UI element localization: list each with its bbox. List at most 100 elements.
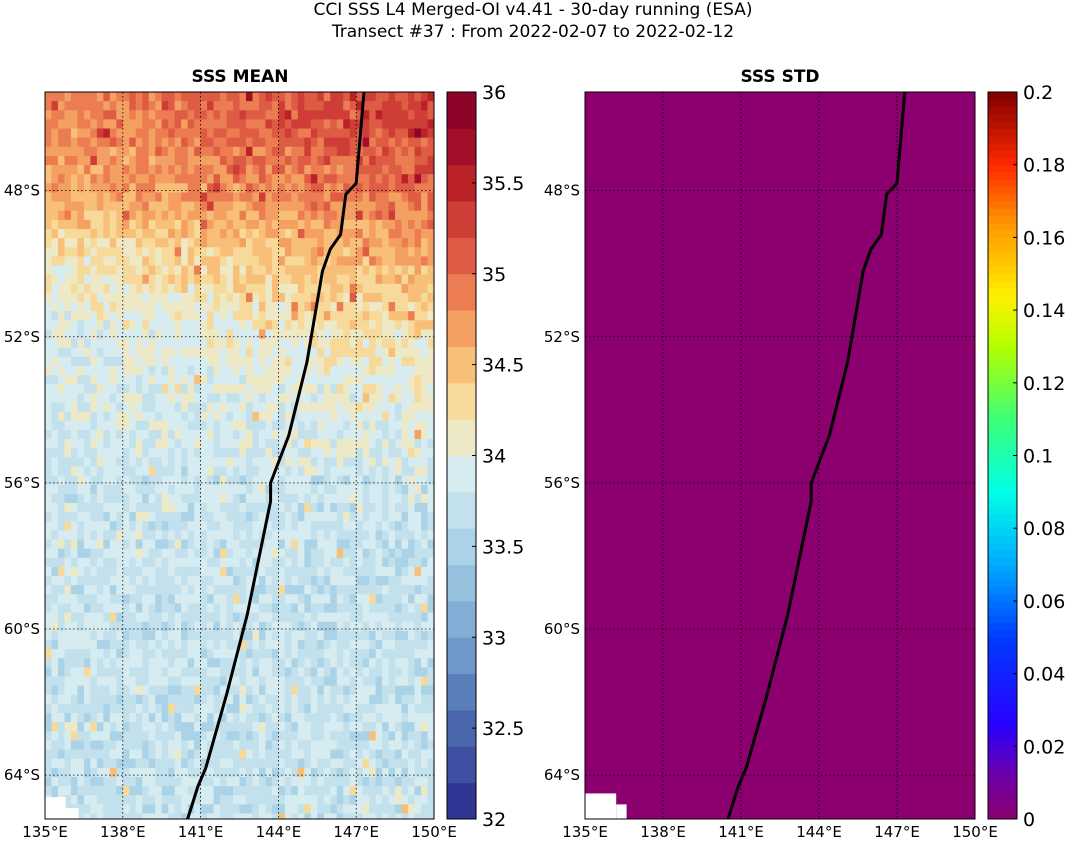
colorbar-segment — [447, 273, 476, 311]
colorbar-segment — [988, 484, 1017, 493]
y-tick-label: 48°S — [4, 182, 40, 200]
colorbar-tick-label: 0.04 — [1023, 664, 1065, 686]
colorbar-segment — [988, 244, 1017, 253]
y-tick-label: 56°S — [544, 474, 580, 492]
colorbar-segment — [988, 477, 1017, 486]
colorbar-segment — [988, 709, 1017, 718]
colorbar-segment — [988, 637, 1017, 646]
panel-title-sss-mean: SSS MEAN — [191, 67, 289, 87]
colorbar-segment — [988, 520, 1017, 529]
x-tick-label: 141°E — [718, 823, 764, 841]
x-tick-label: 138°E — [640, 823, 686, 841]
sss-mean-map: 135°E 138°E 141°E 144°E 147°E 150°E 48°S 52°S 56… — [4, 91, 457, 841]
colorbar-tick-label: 0.06 — [1023, 591, 1065, 613]
sss-std-colorbar: 0 0.02 0.04 0.06 0.08 0.1 0.12 0.14 0.16 0.18 0.2 — [987, 82, 1065, 831]
x-tick-label: 141°E — [178, 823, 224, 841]
colorbar-segment — [988, 179, 1017, 188]
colorbar-segment — [988, 746, 1017, 755]
colorbar-segment — [988, 390, 1017, 398]
x-tick-label: 135°E — [562, 823, 608, 841]
colorbar-segment — [988, 629, 1017, 638]
colorbar-segment — [447, 491, 476, 529]
colorbar-segment — [988, 782, 1017, 791]
y-tick-label: 48°S — [544, 182, 580, 200]
y-tick-label: 60°S — [4, 620, 40, 638]
colorbar-segment — [988, 695, 1017, 704]
colorbar-segment — [988, 470, 1017, 478]
colorbar-segment — [447, 746, 476, 784]
map-frame — [584, 91, 976, 820]
colorbar-segment — [988, 557, 1017, 566]
colorbar-segment — [988, 440, 1017, 449]
colorbar-segment — [988, 142, 1017, 151]
colorbar-segment — [988, 419, 1017, 427]
colorbar-tick-label: 35 — [482, 264, 506, 286]
x-tick-label: 144°E — [256, 823, 302, 841]
colorbar-segment — [988, 622, 1017, 631]
colorbar-segment — [988, 331, 1017, 340]
colorbar-segment — [988, 150, 1017, 158]
sss-mean-colorbar: 32 32.5 33 33.5 34 34.5 35 35.5 36 — [446, 82, 524, 831]
colorbar-segment — [447, 382, 476, 420]
colorbar-segment — [988, 208, 1017, 217]
colorbar-segment — [988, 499, 1017, 507]
colorbar-segment — [988, 273, 1017, 282]
figure-title-line-1: CCI SSS L4 Merged-OI v4.41 - 30-day runn… — [313, 0, 753, 20]
colorbar-segment — [988, 222, 1017, 231]
colorbar-segment — [447, 528, 476, 566]
colorbar-tick-label: 0.12 — [1023, 373, 1065, 395]
colorbar-segment — [447, 419, 476, 456]
colorbar-segment — [988, 433, 1017, 442]
colorbar-segment — [988, 288, 1017, 297]
colorbar-segment — [988, 753, 1017, 762]
x-tick-label: 135°E — [22, 823, 68, 841]
colorbar-segment — [447, 310, 476, 347]
colorbar-segment — [988, 659, 1017, 667]
colorbar-segment — [988, 739, 1017, 747]
sss-std-map: 135°E 138°E 141°E 144°E 147°E 150°E 48°S 52°S 56… — [544, 91, 998, 841]
colorbar-segment — [988, 789, 1017, 798]
colorbar-segment — [988, 680, 1017, 689]
colorbar-segment — [988, 99, 1017, 108]
colorbar-segment — [988, 462, 1017, 471]
colorbar-segment — [988, 382, 1017, 391]
colorbar-segment — [988, 259, 1017, 267]
colorbar-segment — [988, 281, 1017, 289]
colorbar-segment — [447, 346, 476, 384]
y-tick-label: 60°S — [544, 620, 580, 638]
colorbar-segment — [988, 251, 1017, 260]
colorbar-segment — [988, 571, 1017, 580]
colorbar-segment — [988, 513, 1017, 522]
colorbar-segment — [988, 775, 1017, 784]
sss-std-field — [585, 92, 975, 819]
colorbar-tick-label: 33 — [482, 627, 506, 649]
colorbar-segment — [988, 230, 1017, 238]
figure-title-line-2: Transect #37 : From 2022-02-07 to 2022-0… — [331, 22, 735, 42]
colorbar-segment — [447, 164, 476, 202]
colorbar-tick-label: 36 — [482, 82, 506, 104]
colorbar-segment — [988, 171, 1017, 180]
sss-mean-cells — [45, 92, 434, 819]
colorbar-segment — [988, 506, 1017, 515]
colorbar-segment — [988, 397, 1017, 406]
colorbar-segment — [988, 237, 1017, 246]
colorbar-tick-label: 34.5 — [482, 355, 524, 377]
y-tick-label: 56°S — [4, 474, 40, 492]
colorbar-segment — [447, 201, 476, 238]
colorbar-segment — [988, 542, 1017, 551]
colorbar-segment — [988, 760, 1017, 769]
colorbar-segment — [447, 637, 476, 675]
colorbar-segment — [988, 302, 1017, 311]
colorbar-segment — [988, 295, 1017, 304]
colorbar-segment — [988, 193, 1017, 202]
colorbar-segment — [988, 528, 1017, 536]
colorbar-tick-label: 34 — [482, 446, 506, 468]
colorbar-segment — [447, 455, 476, 493]
colorbar-segment — [447, 237, 476, 275]
colorbar-segment — [988, 600, 1017, 609]
colorbar-segment — [988, 121, 1017, 129]
x-tick-label: 147°E — [333, 823, 379, 841]
colorbar-segment — [988, 201, 1017, 209]
colorbar-segment — [988, 215, 1017, 224]
